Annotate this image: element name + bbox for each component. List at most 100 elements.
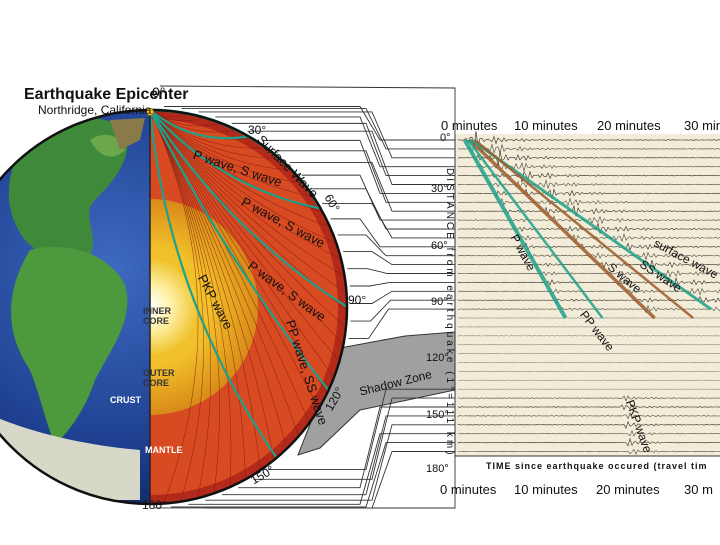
seismogram-trace — [457, 352, 720, 355]
time-top-0: 0 minutes — [441, 118, 498, 133]
ray-line — [150, 109, 320, 409]
dist-90: 90° — [431, 296, 448, 308]
seismogram-trace — [457, 326, 720, 328]
phase-band — [462, 139, 568, 319]
connector-line — [276, 150, 455, 203]
connector-line — [312, 188, 455, 230]
dist-180: 180° — [426, 463, 449, 475]
seismogram-trace — [457, 233, 720, 243]
ray-line — [150, 109, 299, 437]
ray-line — [150, 109, 314, 198]
seismogram-trace — [457, 170, 720, 183]
dist-60: 60° — [431, 240, 448, 252]
ray-line — [150, 109, 246, 480]
seismogram-trace — [457, 151, 720, 166]
seismogram-trace — [457, 429, 720, 437]
connector-line — [247, 130, 455, 185]
connector-line — [337, 234, 455, 257]
connector-line — [188, 433, 455, 505]
highlighted-ray — [150, 109, 278, 459]
time-bottom-0: 0 minutes — [440, 482, 497, 497]
seismogram-trace — [457, 269, 720, 278]
ray-line — [150, 109, 328, 394]
ray-line — [150, 109, 345, 277]
seismogram-trace — [458, 143, 720, 155]
connector-lines — [153, 85, 456, 509]
connector-line — [289, 161, 455, 212]
seismogram-trace — [457, 343, 720, 346]
seismogram-trace — [457, 370, 720, 373]
ray-line — [150, 109, 199, 504]
connector-line — [253, 397, 455, 480]
angle-0: 0° — [152, 84, 166, 100]
seismogram-trace — [457, 412, 720, 420]
dist-30: 30° — [431, 183, 448, 195]
phase-band — [468, 138, 656, 320]
highlighted-ray — [150, 109, 348, 308]
y-axis-title: DISTANCE from earthquake (1°=111 km) — [444, 168, 455, 458]
phase-band — [467, 139, 604, 319]
connector-line — [171, 442, 455, 508]
seismogram-trace — [457, 404, 720, 411]
time-top-20: 20 minutes — [597, 118, 661, 133]
seismogram-trace — [457, 420, 720, 429]
connector-line — [222, 415, 455, 496]
seismogram-trace — [457, 204, 720, 217]
connector-line — [198, 111, 455, 159]
seismogram-trace — [457, 287, 720, 296]
seismogram-trace — [457, 304, 720, 314]
seismogram-panel — [455, 134, 720, 456]
time-top-10: 10 minutes — [514, 118, 578, 133]
connector-line — [330, 218, 455, 248]
epicenter-marker — [146, 108, 154, 116]
bracket-line — [205, 456, 456, 509]
bracket-line — [159, 85, 456, 134]
connector-line — [348, 308, 455, 339]
ray-line — [150, 109, 204, 502]
connector-line — [231, 122, 455, 177]
connector-line — [350, 299, 455, 322]
connector-line — [205, 424, 455, 501]
seismogram-trace — [457, 437, 720, 447]
connector-line — [349, 281, 455, 287]
seismogram-trace — [457, 335, 720, 337]
ray-line — [150, 109, 220, 494]
seismogram-trace — [457, 395, 720, 402]
connector-line — [181, 108, 455, 150]
ray-line — [150, 109, 211, 499]
seismogram-trace — [457, 242, 720, 251]
seismogram-trace — [457, 223, 720, 235]
seismogram-trace — [457, 277, 720, 289]
label-inner-core: INNER CORE — [143, 306, 172, 326]
connector-line — [164, 106, 455, 141]
ray-line — [150, 109, 304, 184]
seismogram-trace — [457, 448, 720, 455]
seismogram-trace — [457, 317, 720, 319]
dist-150: 150° — [426, 409, 449, 421]
connector-line — [268, 388, 455, 471]
ray-line — [150, 109, 342, 260]
phase-band — [474, 139, 694, 319]
seismogram-trace — [457, 131, 720, 148]
epicenter-location: Northridge, California — [38, 103, 152, 117]
angle-180: 180° — [142, 498, 167, 512]
highlighted-ray — [150, 109, 330, 391]
highlighted-ray — [150, 109, 249, 140]
label-outer-core: OUTER CORE — [143, 368, 175, 388]
ray-line — [150, 109, 347, 294]
connector-line — [347, 268, 455, 274]
time-bottom-30: 30 m — [684, 482, 713, 497]
connector-line — [215, 116, 455, 168]
x-axis-title: TIME since earthquake occured (travel ti… — [486, 461, 708, 471]
seismogram-trace — [457, 361, 720, 364]
time-bottom-10: 10 minutes — [514, 482, 578, 497]
seismogram-trace — [457, 388, 720, 391]
connector-line — [343, 251, 455, 266]
seismogram-trace — [457, 379, 720, 382]
seismogram-trace — [457, 188, 720, 199]
dist-120: 120° — [426, 352, 449, 364]
label-mantle: MANTLE — [145, 445, 183, 455]
time-top-30: 30 min — [684, 118, 720, 133]
